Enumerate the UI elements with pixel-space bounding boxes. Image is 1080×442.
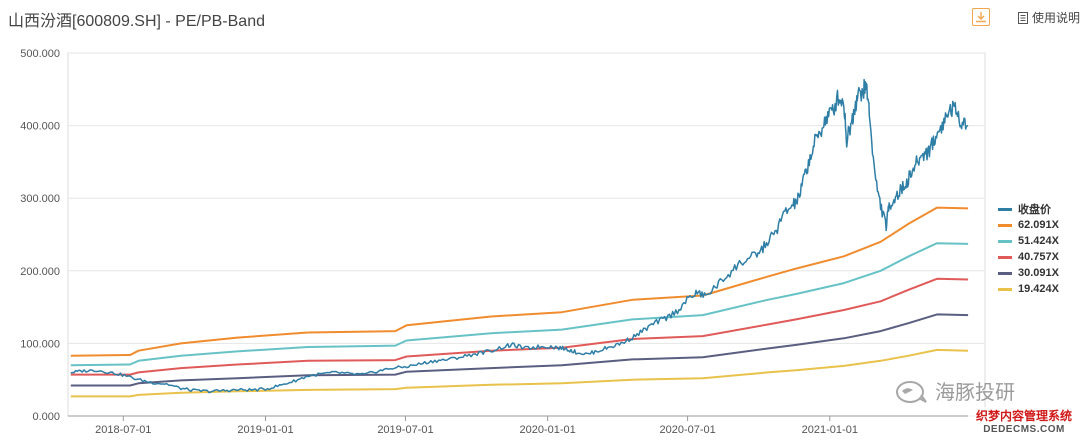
legend-swatch <box>998 207 1012 211</box>
legend-item[interactable]: 19.424X <box>998 281 1059 297</box>
x-tick-label: 2019-07-01 <box>377 424 433 436</box>
y-tick-label: 100.000 <box>20 338 60 350</box>
download-icon <box>976 12 986 23</box>
legend-item[interactable]: 51.424X <box>998 233 1059 249</box>
x-tick-label: 2018-07-01 <box>95 424 151 436</box>
legend-swatch <box>998 255 1012 259</box>
document-icon <box>1018 11 1028 24</box>
download-button[interactable] <box>972 8 990 26</box>
grid-layer <box>67 52 986 417</box>
watermark: 海豚投研 <box>895 376 1015 405</box>
legend-swatch <box>998 287 1012 291</box>
series-line-30-091X <box>70 313 969 387</box>
chart-container: 0.000 100.000 200.000 300.000 400.000 500.000… <box>0 36 1080 442</box>
legend-swatch <box>998 223 1012 227</box>
help-link[interactable]: 使用说明 <box>1018 9 1080 26</box>
axis-layer: 0.000 100.000 200.000 300.000 400.000 500.000… <box>20 48 985 436</box>
watermark-text: 海豚投研 <box>935 382 1015 404</box>
legend-swatch <box>998 271 1012 275</box>
plot-area <box>67 52 986 417</box>
legend-label: 51.424X <box>1018 235 1059 247</box>
chart-legend: 收盘价 62.091X 51.424X 40.757X 30.091X 19.424X <box>998 201 1059 297</box>
legend-item[interactable]: 62.091X <box>998 217 1059 233</box>
legend-item[interactable]: 30.091X <box>998 265 1059 281</box>
series-line-51-424X <box>70 242 969 367</box>
y-tick-label: 500.000 <box>20 48 60 60</box>
x-tick-label: 2019-01-01 <box>237 424 293 436</box>
legend-label: 62.091X <box>1018 219 1059 231</box>
y-tick-label: 400.000 <box>20 121 60 133</box>
y-tick-label: 0.000 <box>32 411 60 423</box>
legend-item[interactable]: 收盘价 <box>998 201 1059 217</box>
legend-label: 19.424X <box>1018 283 1059 295</box>
series-line-62-091X <box>70 206 969 357</box>
pe-band-chart: 0.000 100.000 200.000 300.000 400.000 500.000… <box>20 48 986 436</box>
y-tick-label: 300.000 <box>20 193 60 205</box>
page-title: 山西汾酒[600809.SH] - PE/PB-Band <box>8 13 266 30</box>
x-tick-label: 2021-01-01 <box>802 424 858 436</box>
series-line-19-424X <box>70 348 969 398</box>
dolphin-icon <box>896 380 927 403</box>
site-badge-cn: 织梦内容管理系统 <box>975 409 1072 423</box>
legend-swatch <box>998 239 1012 243</box>
legend-label: 40.757X <box>1018 251 1059 263</box>
legend-label: 收盘价 <box>1018 204 1051 216</box>
y-tick-label: 200.000 <box>20 266 60 278</box>
header-bar: 山西汾酒[600809.SH] - PE/PB-Band 使用说明 <box>0 0 1080 36</box>
help-label: 使用说明 <box>1032 11 1080 25</box>
legend-item[interactable]: 40.757X <box>998 249 1059 265</box>
site-badge-en: DEDECMS.COM <box>983 424 1065 435</box>
site-badge: 织梦内容管理系统 DEDECMS.COM <box>968 407 1080 442</box>
series-layer <box>70 78 969 398</box>
legend-label: 30.091X <box>1018 267 1059 279</box>
x-tick-label: 2020-01-01 <box>520 424 576 436</box>
series-line-close-price <box>70 78 969 394</box>
x-tick-label: 2020-07-01 <box>659 424 715 436</box>
